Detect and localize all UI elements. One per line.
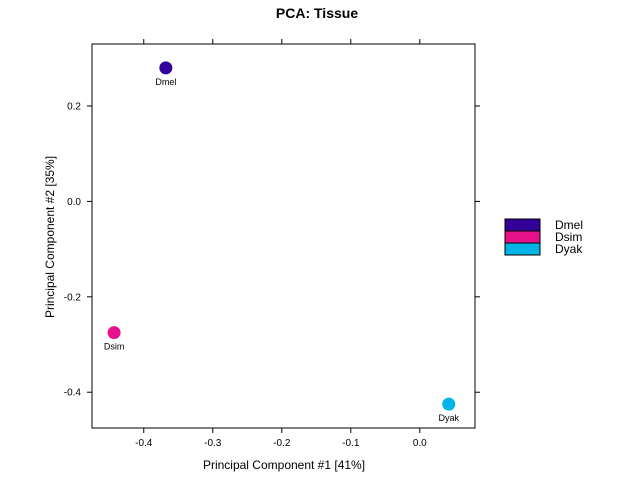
y-axis-title: Principal Component #2 [35%] (43, 156, 57, 318)
chart-title: PCA: Tissue (276, 5, 358, 21)
x-tick-label: -0.2 (273, 438, 291, 449)
legend-swatch-dyak (504, 242, 541, 256)
point-label-dyak: Dyak (439, 413, 460, 423)
legend-label-dyak: Dyak (555, 242, 583, 256)
y-tick-label: -0.2 (64, 292, 82, 303)
x-tick-label: 0.0 (413, 438, 427, 449)
x-tick-label: -0.1 (342, 438, 360, 449)
y-tick-label: 0.0 (67, 197, 81, 208)
point-label-dsim: Dsim (104, 342, 125, 352)
data-points: Dmel Dsim Dyak (104, 61, 460, 423)
legend-swatch-dsim (504, 230, 541, 244)
axis-ticks: -0.4 -0.3 -0.2 -0.1 0.0 0.2 0.0 -0.2 -0.4 (64, 39, 480, 449)
data-point-dsim (107, 326, 121, 340)
plot-frame (91, 43, 476, 429)
y-tick-label: 0.2 (67, 102, 81, 113)
data-point-dmel (159, 61, 173, 75)
point-label-dmel: Dmel (155, 77, 176, 87)
x-tick-label: -0.3 (204, 438, 222, 449)
legend-label-dmel: Dmel (555, 218, 583, 232)
data-point-dyak (442, 397, 456, 411)
x-axis-title: Principal Component #1 [41%] (203, 458, 365, 472)
y-tick-label: -0.4 (64, 388, 82, 399)
legend-swatch-dmel (504, 218, 541, 232)
legend-label-dsim: Dsim (555, 230, 582, 244)
x-tick-label: -0.4 (135, 438, 153, 449)
